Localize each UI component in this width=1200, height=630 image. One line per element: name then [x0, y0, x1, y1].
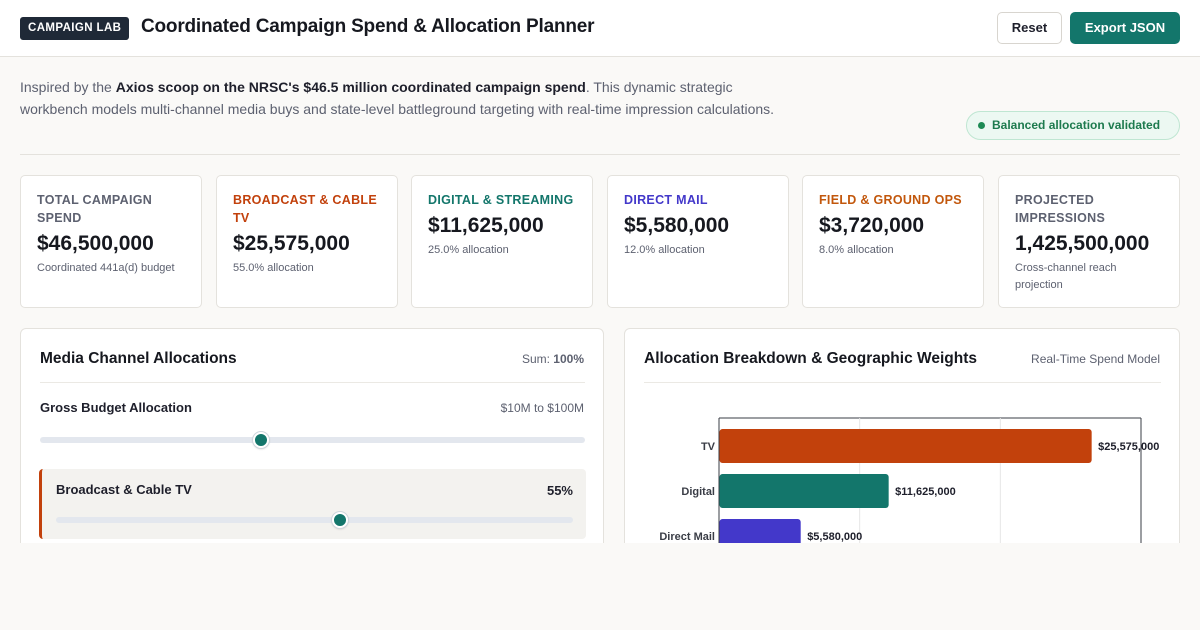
chart-category-label: Direct Mail [659, 531, 715, 543]
kpi-subtext: 8.0% allocation [819, 244, 894, 256]
budget-slider-track[interactable] [40, 437, 585, 443]
status-dot-icon [978, 122, 985, 129]
reset-button[interactable]: Reset [997, 12, 1062, 44]
allocation-sum: Sum: 100% [522, 352, 584, 366]
kpi-card-impressions: Projected Impressions 1,425,500,000 Cros… [998, 175, 1180, 308]
kpi-subtext: 25.0% allocation [428, 244, 509, 256]
intro-text: Inspired by the Axios scoop on the NRSC'… [20, 77, 790, 120]
panel-divider [644, 382, 1161, 383]
section-divider [20, 154, 1180, 155]
kpi-value: $25,575,000 [233, 232, 350, 255]
kpi-value: $3,720,000 [819, 214, 925, 237]
kpi-label: Digital & Streaming [428, 193, 574, 207]
kpi-subtext: Cross-channel reach projection [1015, 262, 1117, 291]
kpi-value: $11,625,000 [428, 214, 544, 237]
budget-range: $10M to $100M [500, 401, 584, 415]
top-bar: CAMPAIGN LAB Coordinated Campaign Spend … [0, 0, 1200, 57]
channel-slider-track[interactable] [56, 517, 573, 523]
sum-value: 100% [553, 352, 584, 366]
budget-slider-handle[interactable] [253, 432, 270, 448]
kpi-card-digital: Digital & Streaming $11,625,000 25.0% al… [411, 175, 593, 308]
kpi-card-field-ops: Field & Ground Ops $3,720,000 8.0% alloc… [802, 175, 984, 308]
kpi-card-broadcast-tv: Broadcast & Cable TV $25,575,000 55.0% a… [216, 175, 398, 308]
kpi-value: $5,580,000 [624, 214, 730, 237]
status-label: Balanced allocation validated [992, 118, 1161, 132]
panel-title: Allocation Breakdown & Geographic Weight… [644, 350, 978, 367]
page-title: Coordinated Campaign Spend & Allocation … [141, 16, 595, 37]
chart-value-label: $5,580,000 [807, 531, 862, 543]
channel-slider-handle[interactable] [332, 512, 349, 528]
status-badge: Balanced allocation validated [966, 111, 1180, 140]
chart-value-label: $25,575,000 [1098, 441, 1159, 453]
allocation-breakdown-panel: Allocation Breakdown & Geographic Weight… [624, 328, 1180, 559]
brand-badge: CAMPAIGN LAB [20, 17, 130, 40]
export-json-button[interactable]: Export JSON [1070, 12, 1180, 44]
kpi-label: Total Campaign Spend [37, 193, 153, 225]
media-allocations-panel: Media Channel Allocations Sum: 100% Gros… [20, 328, 604, 558]
kpi-card-total-spend: Total Campaign Spend $46,500,000 Coordin… [20, 175, 202, 308]
budget-field-label: Gross Budget Allocation [40, 400, 192, 415]
kpi-label: Direct Mail [624, 193, 708, 207]
chart-category-label: TV [701, 441, 716, 453]
chart-bar-tv [719, 429, 1092, 463]
kpi-subtext: Coordinated 441a(d) budget [37, 262, 175, 274]
kpi-label: Field & Ground Ops [819, 193, 962, 207]
chart-bar-digital [719, 474, 889, 508]
panel-meta: Real-Time Spend Model [1031, 352, 1160, 366]
kpi-subtext: 55.0% allocation [233, 262, 314, 274]
kpi-label: Projected Impressions [1015, 193, 1106, 225]
panel-title: Media Channel Allocations [40, 350, 237, 367]
kpi-value: 1,425,500,000 [1015, 232, 1150, 255]
sum-label: Sum: [521, 352, 550, 366]
kpi-subtext: 12.0% allocation [624, 244, 705, 256]
channel-percent: 55% [546, 483, 573, 498]
channel-name: Broadcast & Cable TV [56, 482, 192, 497]
allocation-bar-chart: TV $25,575,000 Digital $11,625,000 Direct Ma… [659, 417, 1159, 559]
channel-card-broadcast-tv: Broadcast & Cable TV 55% [39, 469, 586, 539]
chart-category-label: Digital [681, 486, 715, 498]
chart-value-label: $11,625,000 [895, 486, 956, 498]
panel-divider [40, 382, 585, 383]
page-background [0, 543, 1200, 630]
intro-prefix: Inspired by the [20, 79, 116, 95]
kpi-card-direct-mail: Direct Mail $5,580,000 12.0% allocation [607, 175, 789, 308]
intro-highlight: Axios scoop on the NRSC's $46.5 million … [115, 79, 586, 95]
kpi-value: $46,500,000 [37, 232, 154, 255]
kpi-label: Broadcast & Cable TV [233, 193, 377, 225]
intro-suffix: . This dynamic strategic workbench model… [20, 79, 775, 117]
